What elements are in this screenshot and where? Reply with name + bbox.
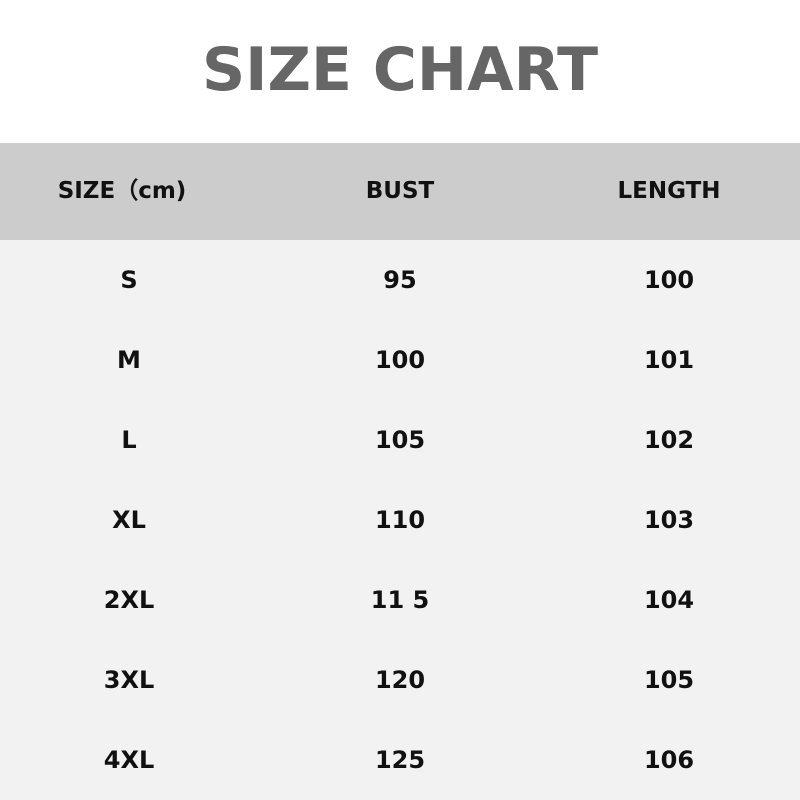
cell-length: 102 bbox=[643, 426, 695, 454]
title-band: SIZE CHART bbox=[0, 0, 800, 143]
cell-length: 106 bbox=[643, 746, 695, 774]
cell-size: S bbox=[120, 266, 138, 294]
cell-size: 4XL bbox=[103, 746, 155, 774]
table-header: SIZE（cm) BUST LENGTH bbox=[0, 143, 800, 240]
cell-length: 104 bbox=[643, 586, 695, 614]
column-header-size: SIZE（cm) bbox=[57, 178, 187, 204]
cell-bust: 120 bbox=[374, 666, 426, 694]
column-header-length: LENGTH bbox=[617, 178, 721, 204]
cell-length: 105 bbox=[643, 666, 695, 694]
cell-length: 103 bbox=[643, 506, 695, 534]
cell-bust: 125 bbox=[374, 746, 426, 774]
cell-bust: 105 bbox=[374, 426, 426, 454]
cell-bust: 100 bbox=[374, 346, 426, 374]
page-title: SIZE CHART bbox=[201, 35, 599, 105]
cell-size: 2XL bbox=[103, 586, 155, 614]
cell-bust: 110 bbox=[374, 506, 426, 534]
cell-size: 3XL bbox=[103, 666, 155, 694]
cell-size: XL bbox=[112, 506, 146, 534]
cell-size: L bbox=[121, 426, 137, 454]
cell-length: 100 bbox=[643, 266, 695, 294]
cell-length: 101 bbox=[643, 346, 695, 374]
cell-bust: 95 bbox=[383, 266, 417, 294]
column-header-bust: BUST bbox=[365, 178, 435, 204]
cell-bust: 11 5 bbox=[370, 586, 430, 614]
cell-size: M bbox=[117, 346, 141, 374]
